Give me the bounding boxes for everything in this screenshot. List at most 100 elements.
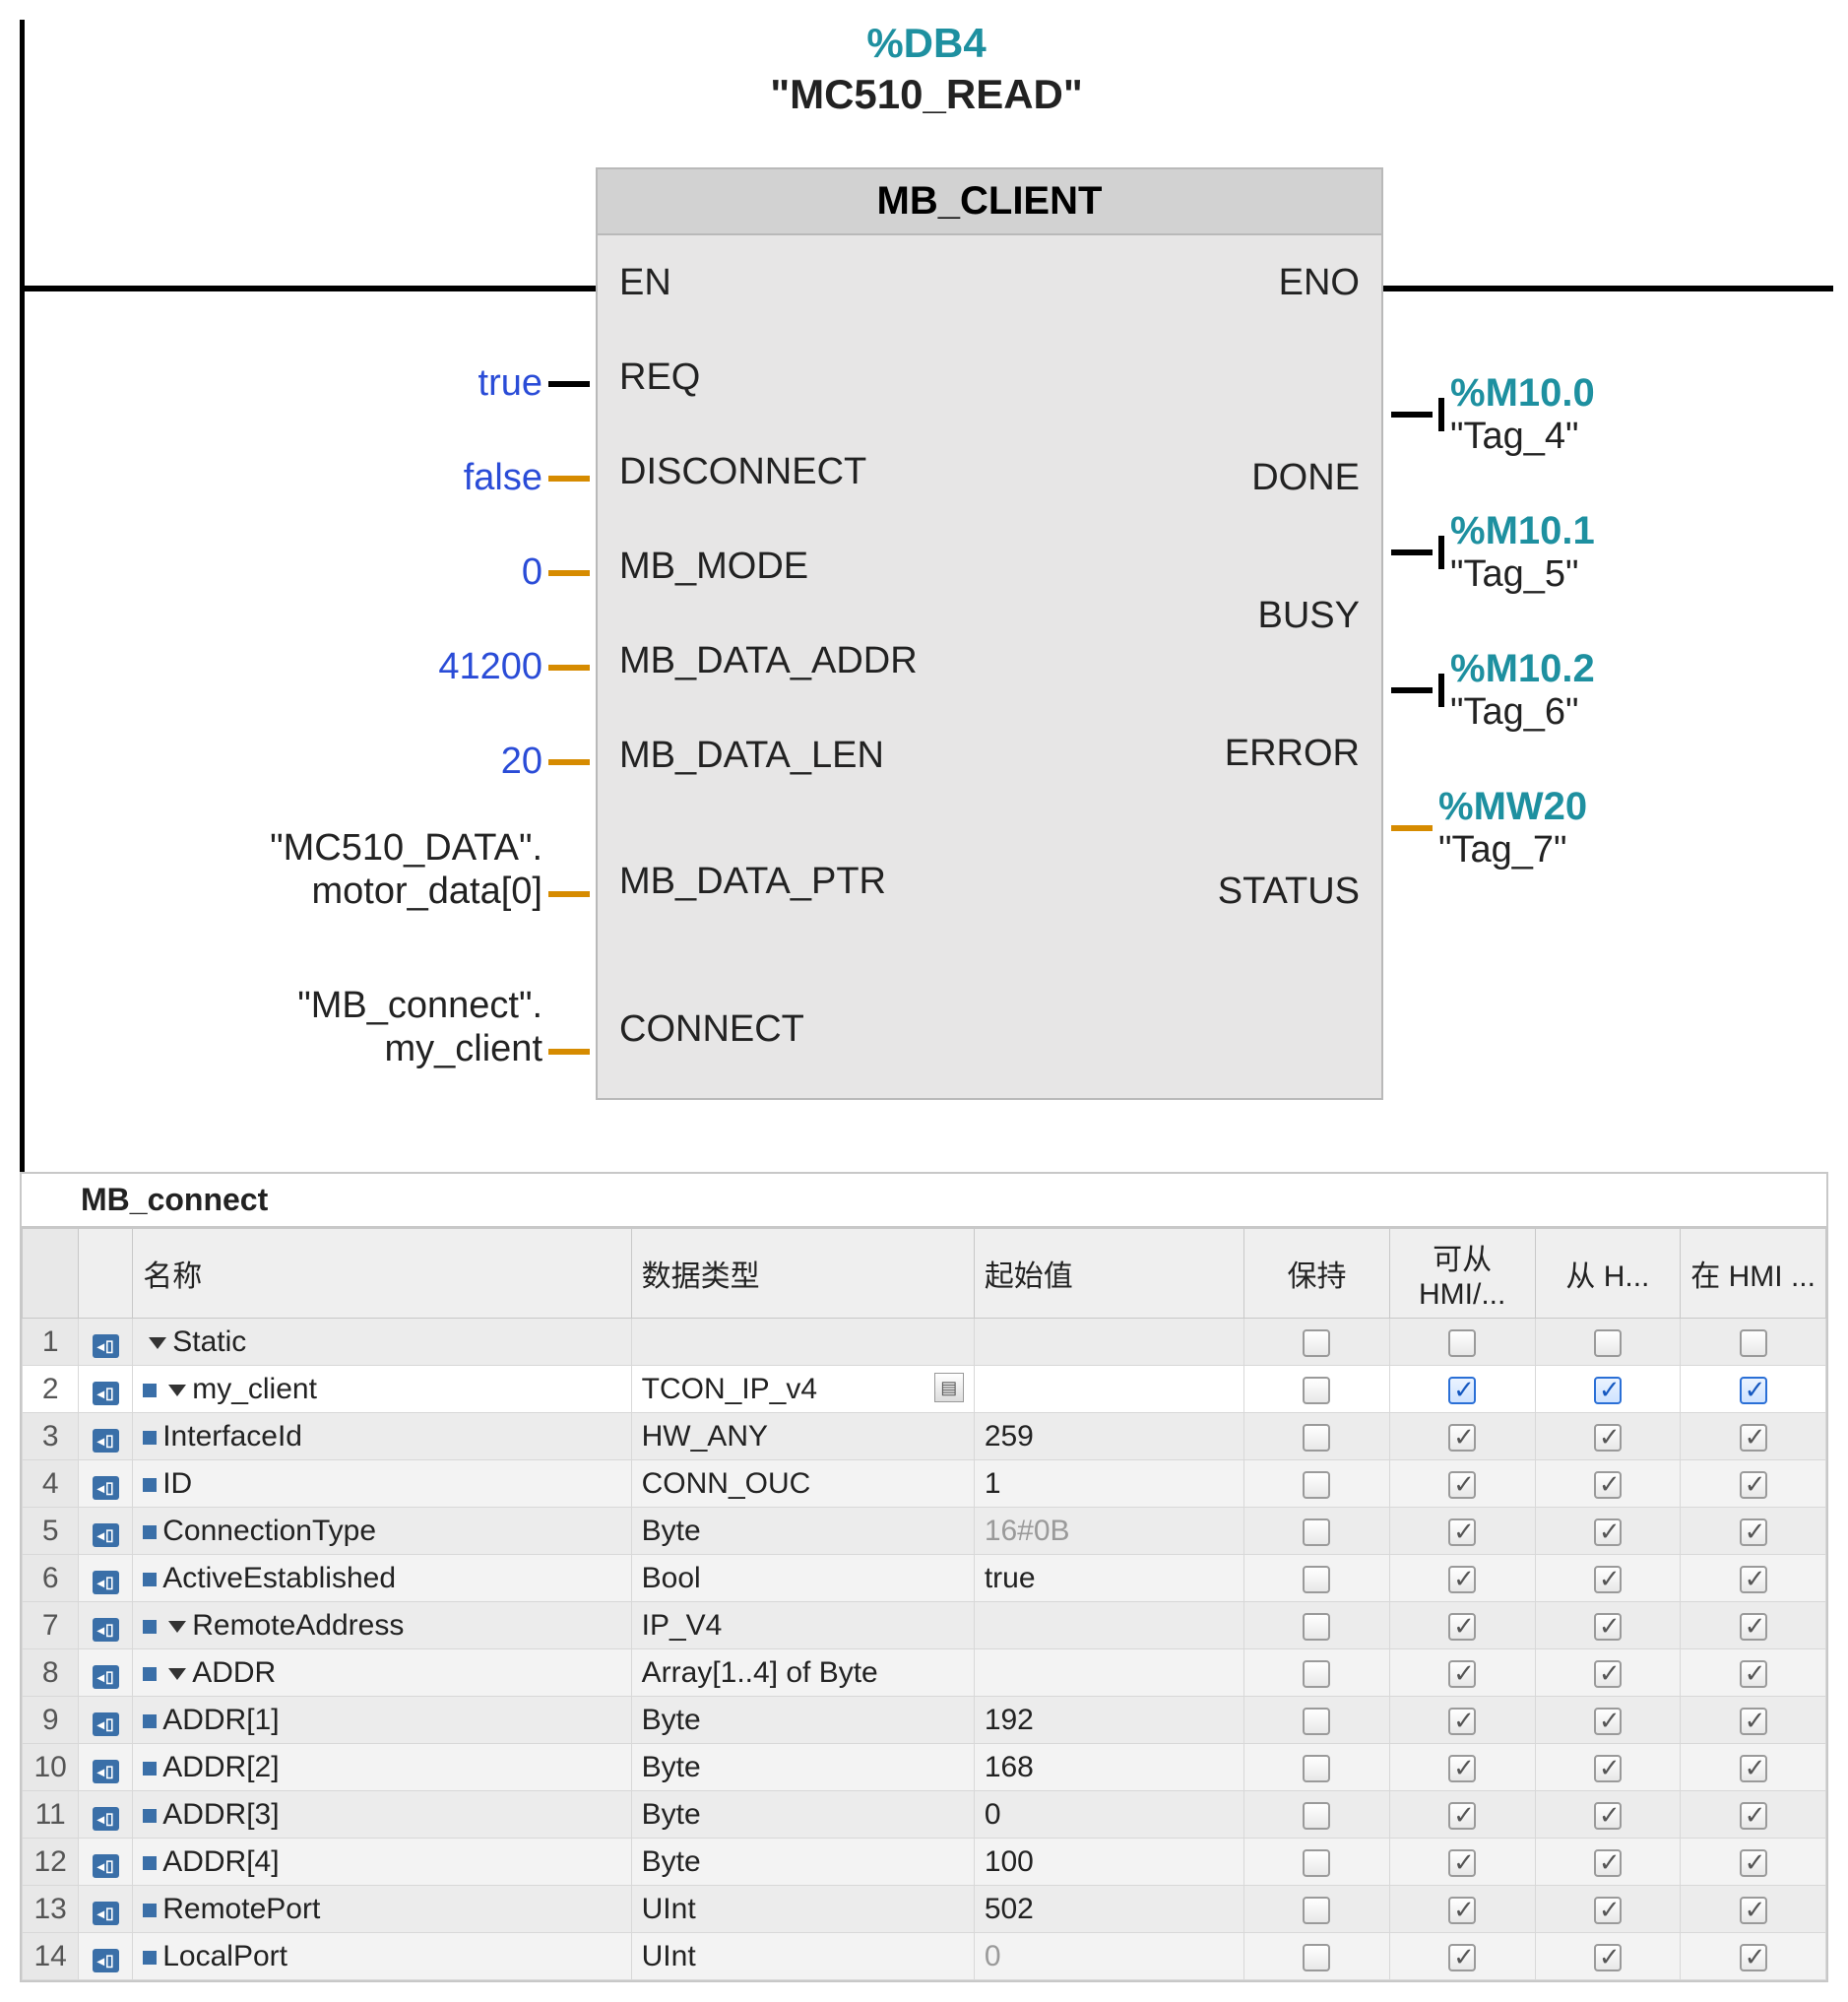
- chk-hmi2[interactable]: [1535, 1933, 1681, 1980]
- table-row[interactable]: 14▯LocalPortUInt0: [23, 1933, 1826, 1980]
- function-block[interactable]: MB_CLIENT EN REQ DISCONNECT MB_MODE MB_D…: [596, 167, 1383, 1100]
- var-init[interactable]: 0: [974, 1933, 1243, 1980]
- chk-hmi3[interactable]: [1681, 1602, 1826, 1649]
- input-mb-data-len[interactable]: 20: [25, 741, 596, 783]
- chk-hmi2[interactable]: [1535, 1508, 1681, 1555]
- chk-hold[interactable]: [1244, 1413, 1390, 1460]
- chk-hmi2[interactable]: [1535, 1791, 1681, 1839]
- chk-hmi1[interactable]: [1389, 1744, 1535, 1791]
- table-row[interactable]: 6▯ActiveEstablishedBooltrue: [23, 1555, 1826, 1602]
- chk-hmi2[interactable]: [1535, 1460, 1681, 1508]
- input-mb-data-addr[interactable]: 41200: [25, 646, 596, 688]
- table-row[interactable]: 7▯RemoteAddressIP_V4: [23, 1602, 1826, 1649]
- chk-hmi1[interactable]: [1389, 1697, 1535, 1744]
- chk-hmi1[interactable]: [1389, 1933, 1535, 1980]
- var-init[interactable]: 192: [974, 1697, 1243, 1744]
- var-name[interactable]: LocalPort: [133, 1933, 631, 1980]
- col-hmi3[interactable]: 在 HMI ...: [1681, 1229, 1826, 1319]
- chk-hold[interactable]: [1244, 1602, 1390, 1649]
- chk-hmi3[interactable]: [1681, 1933, 1826, 1980]
- table-row[interactable]: 4▯IDCONN_OUC1: [23, 1460, 1826, 1508]
- var-init[interactable]: 1: [974, 1460, 1243, 1508]
- var-name[interactable]: ConnectionType: [133, 1508, 631, 1555]
- chk-hmi2[interactable]: [1535, 1319, 1681, 1366]
- var-name[interactable]: ActiveEstablished: [133, 1555, 631, 1602]
- output-done[interactable]: %M10.0 "Tag_4": [1385, 370, 1828, 459]
- var-type[interactable]: Bool: [631, 1555, 974, 1602]
- chk-hmi3[interactable]: [1681, 1413, 1826, 1460]
- chk-hmi3[interactable]: [1681, 1649, 1826, 1697]
- chk-hold[interactable]: [1244, 1791, 1390, 1839]
- table-row[interactable]: 5▯ConnectionTypeByte16#0B: [23, 1508, 1826, 1555]
- var-type[interactable]: Byte: [631, 1791, 974, 1839]
- var-name[interactable]: RemoteAddress: [133, 1602, 631, 1649]
- chk-hmi3[interactable]: [1681, 1508, 1826, 1555]
- output-busy[interactable]: %M10.1 "Tag_5": [1385, 508, 1828, 597]
- chk-hmi1[interactable]: [1389, 1460, 1535, 1508]
- chk-hold[interactable]: [1244, 1508, 1390, 1555]
- chk-hold[interactable]: [1244, 1460, 1390, 1508]
- output-status[interactable]: %MW20 "Tag_7": [1385, 784, 1828, 872]
- chk-hmi1[interactable]: [1389, 1649, 1535, 1697]
- var-name[interactable]: ADDR[3]: [133, 1791, 631, 1839]
- chk-hold[interactable]: [1244, 1933, 1390, 1980]
- chk-hmi1[interactable]: [1389, 1791, 1535, 1839]
- col-hmi1[interactable]: 可从 HMI/...: [1389, 1229, 1535, 1319]
- var-init[interactable]: [974, 1319, 1243, 1366]
- output-error[interactable]: %M10.2 "Tag_6": [1385, 646, 1828, 735]
- chk-hmi1[interactable]: [1389, 1602, 1535, 1649]
- var-name[interactable]: Static: [133, 1319, 631, 1366]
- var-init[interactable]: 100: [974, 1839, 1243, 1886]
- col-hold[interactable]: 保持: [1244, 1229, 1390, 1319]
- chk-hmi3[interactable]: [1681, 1555, 1826, 1602]
- table-row[interactable]: 2▯my_clientTCON_IP_v4▤: [23, 1366, 1826, 1413]
- var-init[interactable]: 16#0B: [974, 1508, 1243, 1555]
- chk-hmi3[interactable]: [1681, 1791, 1826, 1839]
- chk-hmi3[interactable]: [1681, 1460, 1826, 1508]
- chk-hmi3[interactable]: [1681, 1744, 1826, 1791]
- chk-hmi2[interactable]: [1535, 1555, 1681, 1602]
- var-init[interactable]: true: [974, 1555, 1243, 1602]
- table-row[interactable]: 1▯Static: [23, 1319, 1826, 1366]
- var-type[interactable]: TCON_IP_v4▤: [631, 1366, 974, 1413]
- input-disconnect[interactable]: false: [25, 457, 596, 499]
- chk-hold[interactable]: [1244, 1649, 1390, 1697]
- chk-hmi2[interactable]: [1535, 1886, 1681, 1933]
- table-row[interactable]: 8▯ADDRArray[1..4] of Byte: [23, 1649, 1826, 1697]
- var-name[interactable]: ID: [133, 1460, 631, 1508]
- var-name[interactable]: InterfaceId: [133, 1413, 631, 1460]
- chk-hmi1[interactable]: [1389, 1413, 1535, 1460]
- var-type[interactable]: UInt: [631, 1933, 974, 1980]
- chk-hmi3[interactable]: [1681, 1366, 1826, 1413]
- chk-hmi2[interactable]: [1535, 1366, 1681, 1413]
- table-row[interactable]: 9▯ADDR[1]Byte192: [23, 1697, 1826, 1744]
- var-init[interactable]: 502: [974, 1886, 1243, 1933]
- var-type[interactable]: Byte: [631, 1508, 974, 1555]
- var-init[interactable]: [974, 1649, 1243, 1697]
- col-name[interactable]: 名称: [133, 1229, 631, 1319]
- chk-hold[interactable]: [1244, 1366, 1390, 1413]
- chk-hmi2[interactable]: [1535, 1413, 1681, 1460]
- var-name[interactable]: ADDR: [133, 1649, 631, 1697]
- var-type[interactable]: Byte: [631, 1744, 974, 1791]
- chk-hmi1[interactable]: [1389, 1555, 1535, 1602]
- col-type[interactable]: 数据类型: [631, 1229, 974, 1319]
- var-init[interactable]: [974, 1366, 1243, 1413]
- chk-hold[interactable]: [1244, 1839, 1390, 1886]
- chk-hmi3[interactable]: [1681, 1886, 1826, 1933]
- var-type[interactable]: IP_V4: [631, 1602, 974, 1649]
- chk-hmi1[interactable]: [1389, 1366, 1535, 1413]
- chk-hmi2[interactable]: [1535, 1602, 1681, 1649]
- table-row[interactable]: 10▯ADDR[2]Byte168: [23, 1744, 1826, 1791]
- chk-hmi1[interactable]: [1389, 1886, 1535, 1933]
- chk-hmi1[interactable]: [1389, 1839, 1535, 1886]
- chk-hold[interactable]: [1244, 1744, 1390, 1791]
- chk-hmi3[interactable]: [1681, 1697, 1826, 1744]
- input-req[interactable]: true: [25, 362, 596, 405]
- chk-hmi2[interactable]: [1535, 1649, 1681, 1697]
- table-row[interactable]: 13▯RemotePortUInt502: [23, 1886, 1826, 1933]
- input-connect[interactable]: "MB_connect". my_client: [25, 985, 596, 1070]
- chk-hmi1[interactable]: [1389, 1508, 1535, 1555]
- chk-hmi2[interactable]: [1535, 1697, 1681, 1744]
- chk-hmi2[interactable]: [1535, 1839, 1681, 1886]
